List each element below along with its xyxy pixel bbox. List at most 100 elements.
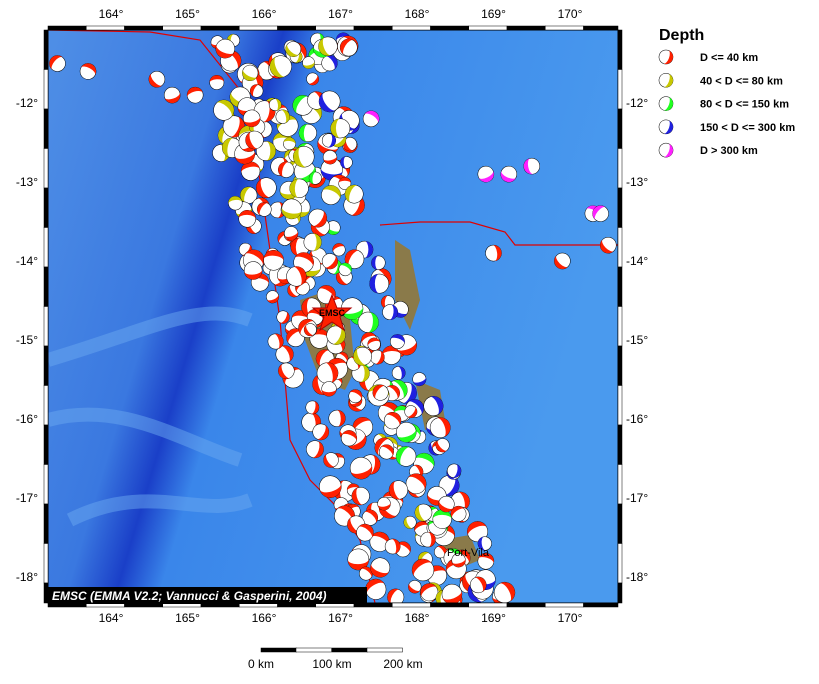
- ball-quadrant: [294, 50, 303, 63]
- ball-quadrant: [323, 155, 337, 165]
- ball-quadrant: [322, 185, 341, 200]
- ball-quadrant: [164, 92, 181, 104]
- ball-quadrant: [281, 207, 302, 219]
- ball-quadrant: [339, 262, 352, 273]
- focal-mechanism: [328, 409, 346, 427]
- lon-label: 170°: [558, 7, 583, 21]
- focal-mechanism: [420, 583, 439, 602]
- frame-segment: [277, 25, 316, 31]
- focal-mechanism: [256, 202, 272, 217]
- ball-quadrant: [245, 131, 258, 149]
- focal-mechanism: [359, 566, 373, 581]
- ball-quadrant: [284, 231, 298, 241]
- ball-quadrant: [244, 269, 263, 280]
- frame-segment: [43, 345, 49, 386]
- ball-quadrant: [499, 582, 515, 602]
- focal-mechanism: [412, 372, 427, 387]
- ball-quadrant: [418, 551, 430, 565]
- focal-mechanism: [395, 446, 417, 467]
- focal-mechanism: [370, 349, 385, 365]
- ball-quadrant: [312, 210, 327, 228]
- focal-mechanism: [298, 123, 317, 143]
- lon-label: 165°: [175, 611, 200, 625]
- ball-quadrant: [396, 541, 411, 554]
- focal-mechanism: [306, 72, 319, 86]
- focal-mechanism: [186, 86, 204, 104]
- ball-quadrant: [216, 100, 234, 118]
- focal-mechanism: [240, 186, 258, 204]
- ball-quadrant: [278, 161, 289, 178]
- frame-segment: [43, 227, 49, 268]
- ball-quadrant: [364, 110, 380, 124]
- focal-mechanism: [209, 75, 225, 90]
- focal-mechanism: [382, 304, 398, 321]
- ball-quadrant: [478, 553, 494, 564]
- seafloor-relief: [48, 306, 253, 527]
- place-label: Port-Vila: [447, 547, 490, 559]
- focal-mechanism: [49, 55, 66, 72]
- focal-mechanism: [243, 261, 263, 280]
- ball-quadrant: [342, 144, 358, 153]
- ball-quadrant: [412, 559, 432, 577]
- ball-quadrant: [370, 563, 390, 578]
- focal-mechanism: [286, 266, 307, 287]
- ball-quadrant: [285, 43, 299, 57]
- focal-mechanism: [338, 177, 352, 190]
- ball-quadrant: [265, 141, 276, 161]
- ball-quadrant: [310, 401, 319, 415]
- frame-segment: [430, 25, 469, 31]
- ball-quadrant: [352, 417, 372, 433]
- ball-quadrant: [273, 333, 284, 349]
- focal-mechanism: [276, 310, 290, 324]
- focal-mechanism: [228, 195, 243, 211]
- ball-quadrant: [301, 297, 312, 318]
- frame-segment: [583, 25, 619, 31]
- frame-segment: [468, 25, 508, 31]
- focal-mechanism: [441, 583, 463, 603]
- ball-quadrant: [364, 241, 373, 258]
- ball-quadrant: [462, 573, 480, 593]
- ball-quadrant: [391, 379, 408, 399]
- ball-quadrant: [266, 294, 279, 303]
- frame-segment: [617, 306, 623, 347]
- ball-quadrant: [374, 437, 390, 456]
- frame-segment: [617, 582, 623, 604]
- focal-mechanism: [450, 491, 470, 512]
- focal-mechanism: [362, 110, 380, 128]
- frame-segment: [43, 385, 49, 426]
- focal-mechanism: [256, 177, 277, 199]
- ball-quadrant: [350, 195, 365, 216]
- focal-mechanism: [303, 323, 317, 337]
- legend-label: 40 < D <= 80 km: [700, 75, 783, 87]
- focal-mechanism: [356, 523, 374, 542]
- ball-quadrant: [381, 295, 389, 309]
- lat-label: -15°: [16, 333, 38, 347]
- frame-segment: [43, 306, 49, 347]
- ball-quadrant: [478, 536, 486, 551]
- focal-mechanism: [330, 118, 351, 139]
- ball-quadrant: [148, 73, 163, 88]
- ball-quadrant: [438, 500, 454, 513]
- focal-mechanism: [321, 253, 338, 270]
- ball-quadrant: [351, 487, 363, 505]
- focal-mechanism: [349, 456, 373, 480]
- ball-quadrant: [592, 205, 606, 220]
- ball-quadrant: [415, 504, 427, 522]
- focal-mechanism: [447, 463, 462, 478]
- ball-quadrant: [345, 185, 358, 203]
- lat-label: -15°: [626, 333, 648, 347]
- scale-segment: [331, 647, 368, 653]
- lat-label: -17°: [626, 491, 648, 505]
- focal-mechanism: [306, 440, 324, 459]
- ball-quadrant: [406, 406, 418, 418]
- lon-label: 170°: [558, 611, 583, 625]
- ball-quadrant: [403, 516, 413, 529]
- ball-quadrant: [455, 549, 471, 564]
- ball-quadrant: [341, 306, 363, 320]
- ball-quadrant: [372, 384, 386, 399]
- map-area: EMSC Port-Vila: [48, 30, 618, 603]
- focal-mechanism: [308, 208, 328, 228]
- focal-mechanism: [321, 133, 337, 148]
- ball-quadrant: [286, 328, 303, 344]
- focal-mechanism: [592, 205, 609, 222]
